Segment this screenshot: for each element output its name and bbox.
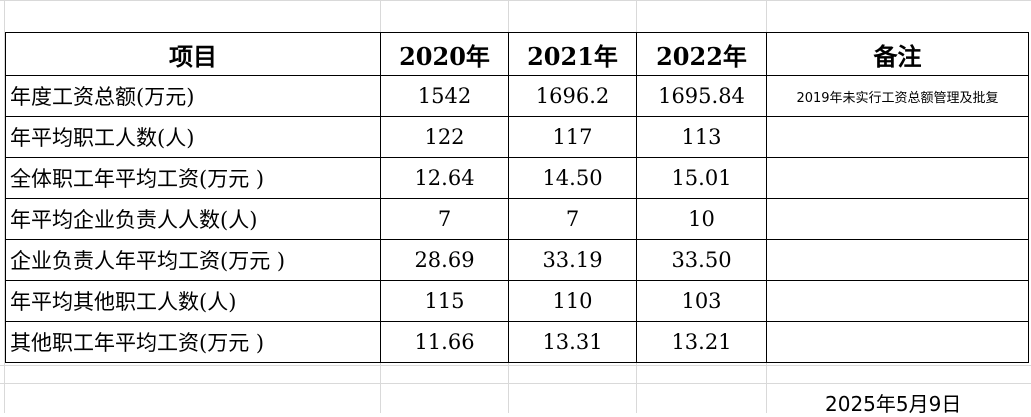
cell-2022[interactable]: 10 [636,198,767,240]
cell-note[interactable] [766,116,1029,158]
cell-2020[interactable]: 28.69 [380,239,509,281]
cell-note[interactable] [766,239,1029,281]
cell-item[interactable]: 全体职工年平均工资(万元 ) [5,157,381,199]
sheet-gridline [0,0,1031,1]
table-row: 年平均企业负责人人数(人) 7 7 10 [5,198,1029,240]
header-item[interactable]: 项目 [5,32,381,76]
table-row: 企业负责人年平均工资(万元 ) 28.69 33.19 33.50 [5,239,1029,281]
sheet-gridline [0,365,1031,366]
cell-2022[interactable]: 33.50 [636,239,767,281]
cell-note[interactable] [766,321,1029,363]
cell-2020[interactable]: 12.64 [380,157,509,199]
cell-2022[interactable]: 103 [636,280,767,322]
header-2022[interactable]: 2022年 [636,32,767,76]
salary-table: 项目 2020年 2021年 2022年 备注 年度工资总额(万元) 1542 … [5,32,1029,363]
cell-2021[interactable]: 33.19 [508,239,637,281]
table-row: 年度工资总额(万元) 1542 1696.2 1695.84 2019年未实行工… [5,75,1029,117]
cell-2021[interactable]: 117 [508,116,637,158]
cell-2022[interactable]: 15.01 [636,157,767,199]
cell-note[interactable] [766,280,1029,322]
cell-item[interactable]: 年平均职工人数(人) [5,116,381,158]
cell-item[interactable]: 企业负责人年平均工资(万元 ) [5,239,381,281]
cell-item[interactable]: 年平均企业负责人人数(人) [5,198,381,240]
cell-2021[interactable]: 110 [508,280,637,322]
header-2020[interactable]: 2020年 [380,32,509,76]
header-note[interactable]: 备注 [766,32,1029,76]
sheet-gridline [4,0,5,413]
table-row: 年平均其他职工人数(人) 115 110 103 [5,280,1029,322]
table-row: 其他职工年平均工资(万元 ) 11.66 13.31 13.21 [5,321,1029,363]
cell-2020[interactable]: 122 [380,116,509,158]
cell-2022[interactable]: 13.21 [636,321,767,363]
cell-2021[interactable]: 14.50 [508,157,637,199]
table-row: 年平均职工人数(人) 122 117 113 [5,116,1029,158]
cell-2020[interactable]: 7 [380,198,509,240]
table-row: 全体职工年平均工资(万元 ) 12.64 14.50 15.01 [5,157,1029,199]
cell-2020[interactable]: 1542 [380,75,509,117]
header-2021[interactable]: 2021年 [508,32,637,76]
cell-item[interactable]: 年度工资总额(万元) [5,75,381,117]
table-header-row: 项目 2020年 2021年 2022年 备注 [5,32,1029,76]
sheet-gridline [0,383,1031,384]
cell-note[interactable] [766,157,1029,199]
cell-2021[interactable]: 1696.2 [508,75,637,117]
cell-item[interactable]: 其他职工年平均工资(万元 ) [5,321,381,363]
cell-2021[interactable]: 13.31 [508,321,637,363]
cell-2022[interactable]: 113 [636,116,767,158]
cell-2021[interactable]: 7 [508,198,637,240]
cell-note[interactable] [766,198,1029,240]
cell-item[interactable]: 年平均其他职工人数(人) [5,280,381,322]
cell-2022[interactable]: 1695.84 [636,75,767,117]
footer-date[interactable]: 2025年5月9日 [825,392,962,416]
cell-2020[interactable]: 115 [380,280,509,322]
cell-note[interactable]: 2019年未实行工资总额管理及批复 [766,75,1029,117]
cell-2020[interactable]: 11.66 [380,321,509,363]
